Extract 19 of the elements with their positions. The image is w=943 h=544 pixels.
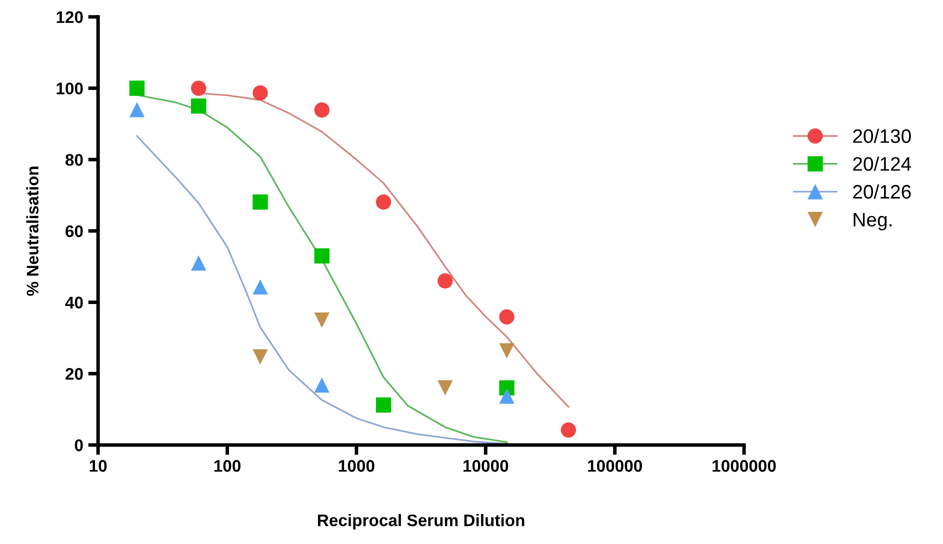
legend-label: Neg. [854,212,892,230]
x-tick-label: 10000 [464,460,508,472]
y-tick-label: 60 [66,225,83,238]
x-tick-label: 1000 [338,460,374,472]
x-tick-label: 1000000 [712,460,776,472]
x-tick-label: 100 [214,460,240,472]
y-tick-label: 100 [56,82,83,94]
x-axis-title: Reciprocal Serum Dilution [318,514,524,530]
y-tick-label: 20 [66,368,83,380]
legend-label: 20/130 [853,128,911,143]
x-tick-label: 100000 [588,460,642,472]
y-tick-label: 0 [74,439,83,452]
legend-label: 20/124 [853,156,912,171]
x-tick-label: 10 [90,460,107,472]
y-tick-label: 120 [56,11,83,24]
y-tick-label: 40 [65,296,83,308]
legend-label: 20/126 [853,184,911,199]
y-tick-label: 80 [65,154,83,166]
y-axis-title: % Neutralisation [26,166,38,296]
